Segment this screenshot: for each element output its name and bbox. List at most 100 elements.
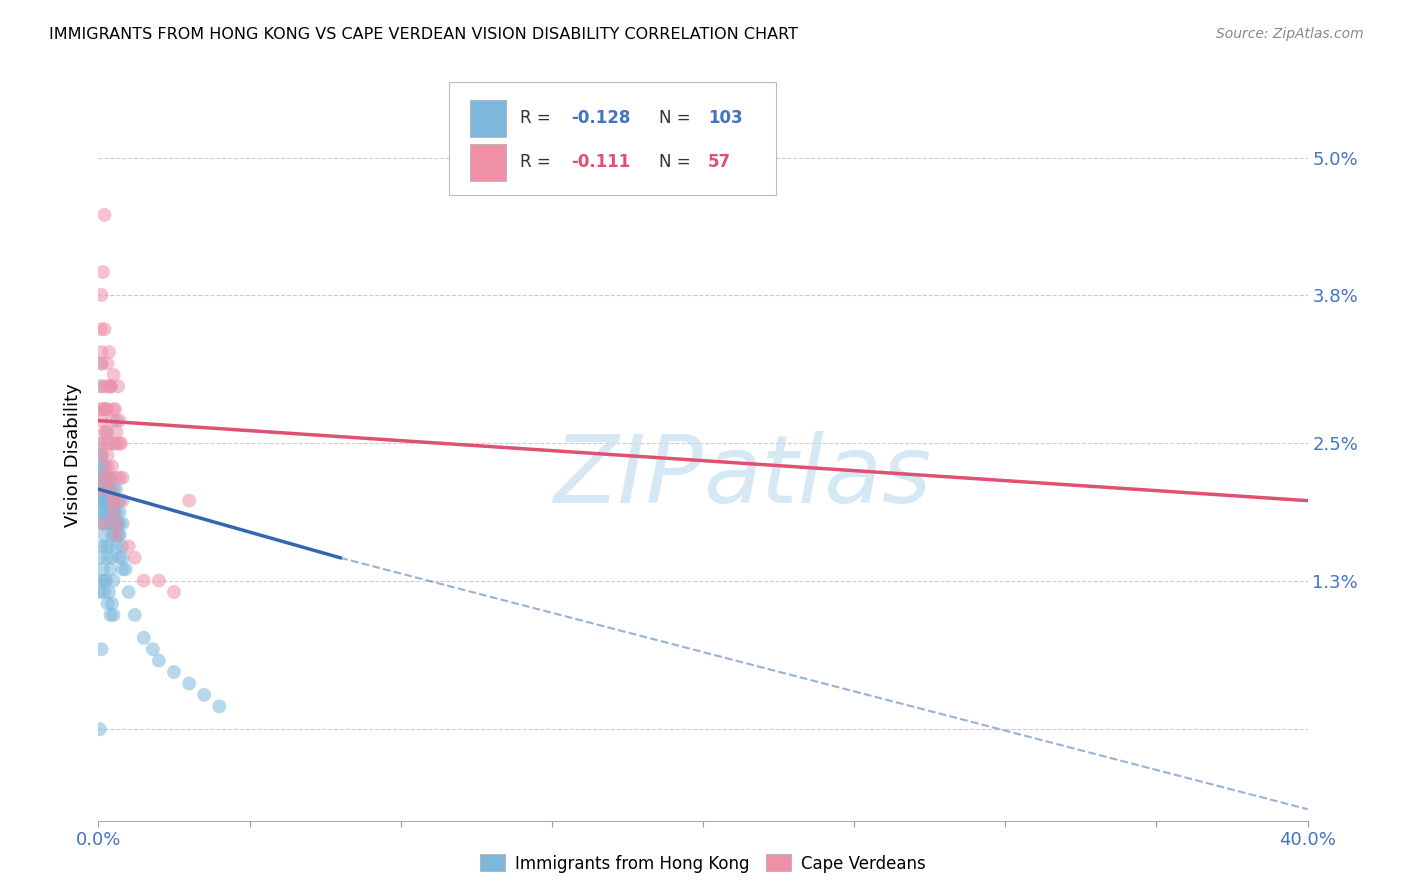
Point [111, 516, 134, 531]
Text: N =: N = [659, 110, 696, 128]
Point [108, 493, 131, 508]
Point [142, 642, 165, 657]
Point [101, 414, 124, 428]
Point [89, 436, 111, 450]
Point [94, 379, 117, 393]
Point [105, 436, 128, 450]
Text: N =: N = [659, 153, 696, 171]
Point [103, 436, 125, 450]
Point [124, 607, 146, 622]
Point [91, 482, 114, 496]
Point [90, 448, 112, 462]
Point [101, 505, 124, 519]
Point [103, 368, 125, 382]
Point [90, 345, 112, 359]
Point [193, 688, 215, 702]
Point [105, 516, 128, 531]
Point [98, 471, 121, 485]
Text: -0.111: -0.111 [571, 153, 630, 171]
Point [100, 436, 122, 450]
Point [100, 482, 122, 496]
Point [93, 505, 115, 519]
Point [118, 539, 141, 553]
Point [104, 402, 127, 417]
Point [90, 493, 112, 508]
Point [98, 505, 121, 519]
Point [90, 539, 112, 553]
Point [108, 471, 131, 485]
Point [93, 402, 115, 417]
Point [105, 505, 128, 519]
Point [118, 585, 141, 599]
Point [90, 356, 112, 371]
Point [98, 482, 121, 496]
Text: Source: ZipAtlas.com: Source: ZipAtlas.com [1216, 27, 1364, 41]
Point [105, 516, 128, 531]
Point [93, 402, 115, 417]
Point [111, 550, 134, 565]
Point [114, 562, 136, 576]
Point [107, 493, 129, 508]
Point [103, 493, 125, 508]
Point [101, 550, 124, 565]
Point [96, 550, 118, 565]
Point [91, 459, 114, 474]
Point [93, 516, 115, 531]
Point [107, 379, 129, 393]
Point [93, 493, 115, 508]
Point [104, 471, 127, 485]
Point [108, 528, 131, 542]
Point [93, 585, 115, 599]
Point [100, 516, 122, 531]
Text: atlas: atlas [703, 432, 931, 523]
Point [111, 471, 134, 485]
Point [132, 574, 155, 588]
Point [96, 493, 118, 508]
Point [89, 402, 111, 417]
Point [90, 322, 112, 336]
Point [93, 425, 115, 439]
Point [89, 585, 111, 599]
Point [93, 208, 115, 222]
Point [103, 505, 125, 519]
Point [90, 574, 112, 588]
Point [132, 631, 155, 645]
Point [100, 379, 122, 393]
Point [96, 516, 118, 531]
Point [89, 471, 111, 485]
Point [96, 448, 118, 462]
Point [94, 482, 117, 496]
Point [101, 597, 124, 611]
Point [100, 471, 122, 485]
FancyBboxPatch shape [449, 82, 776, 195]
Point [108, 414, 131, 428]
Point [98, 471, 121, 485]
Point [105, 516, 128, 531]
Text: IMMIGRANTS FROM HONG KONG VS CAPE VERDEAN VISION DISABILITY CORRELATION CHART: IMMIGRANTS FROM HONG KONG VS CAPE VERDEA… [49, 27, 799, 42]
Point [91, 265, 114, 279]
Point [105, 425, 128, 439]
Point [89, 471, 111, 485]
Point [94, 539, 117, 553]
Point [91, 448, 114, 462]
Point [90, 471, 112, 485]
Point [90, 436, 112, 450]
Point [111, 539, 134, 553]
Point [96, 459, 118, 474]
Point [105, 414, 128, 428]
Point [91, 379, 114, 393]
Point [93, 528, 115, 542]
Point [91, 505, 114, 519]
Point [96, 436, 118, 450]
Point [89, 516, 111, 531]
Point [98, 345, 121, 359]
Point [104, 482, 127, 496]
Point [108, 516, 131, 531]
Point [103, 482, 125, 496]
Point [105, 528, 128, 542]
Point [103, 574, 125, 588]
Point [90, 642, 112, 657]
Point [101, 459, 124, 474]
Point [93, 322, 115, 336]
Point [90, 288, 112, 302]
